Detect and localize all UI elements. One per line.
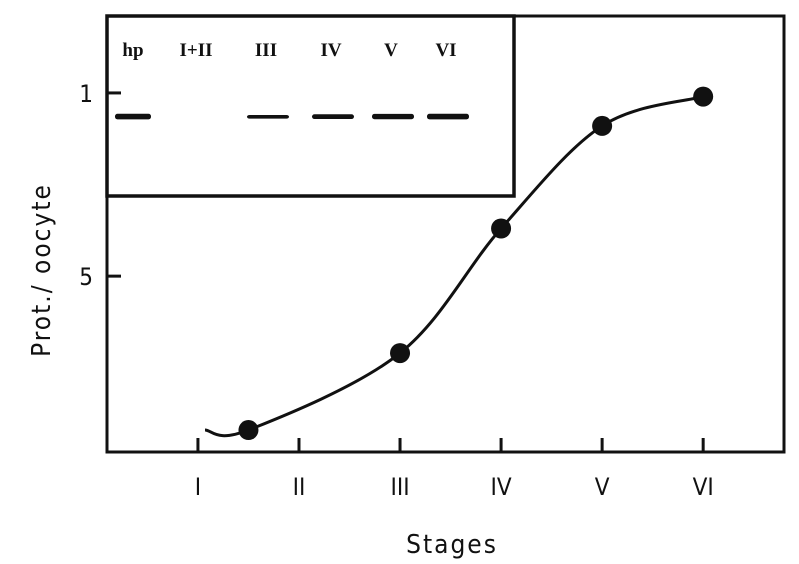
blot-inset: hp I+II III IV V VI (105, 14, 516, 198)
lane-label: VI (435, 40, 456, 61)
lane-label: IV (320, 40, 341, 61)
inset-frame (105, 14, 516, 198)
y-tick-label: 5 (79, 263, 93, 291)
lane-label: hp (122, 40, 143, 61)
x-tick-label: VI (693, 473, 714, 501)
x-tick-label: IV (491, 473, 512, 501)
blot-band (312, 114, 354, 120)
x-tick-label: II (293, 473, 306, 501)
x-tick-label: III (390, 473, 409, 501)
data-point (592, 115, 613, 136)
y-axis-title: Prot./ oocyte (27, 183, 57, 357)
blot-band (372, 113, 414, 120)
data-point (238, 420, 259, 441)
blot-band (115, 113, 151, 120)
blot-band (247, 115, 289, 119)
x-tick-label: V (595, 473, 610, 501)
data-point (390, 343, 411, 364)
blot-band (427, 113, 469, 120)
lane-label: V (384, 40, 398, 61)
x-tick-label: I (195, 473, 201, 501)
data-point (491, 218, 512, 239)
lane-label: III (255, 40, 277, 61)
data-point (693, 86, 714, 107)
x-axis-title: Stages (406, 530, 498, 560)
lane-label: I+II (179, 40, 212, 61)
y-tick-label: 1 (79, 80, 93, 108)
